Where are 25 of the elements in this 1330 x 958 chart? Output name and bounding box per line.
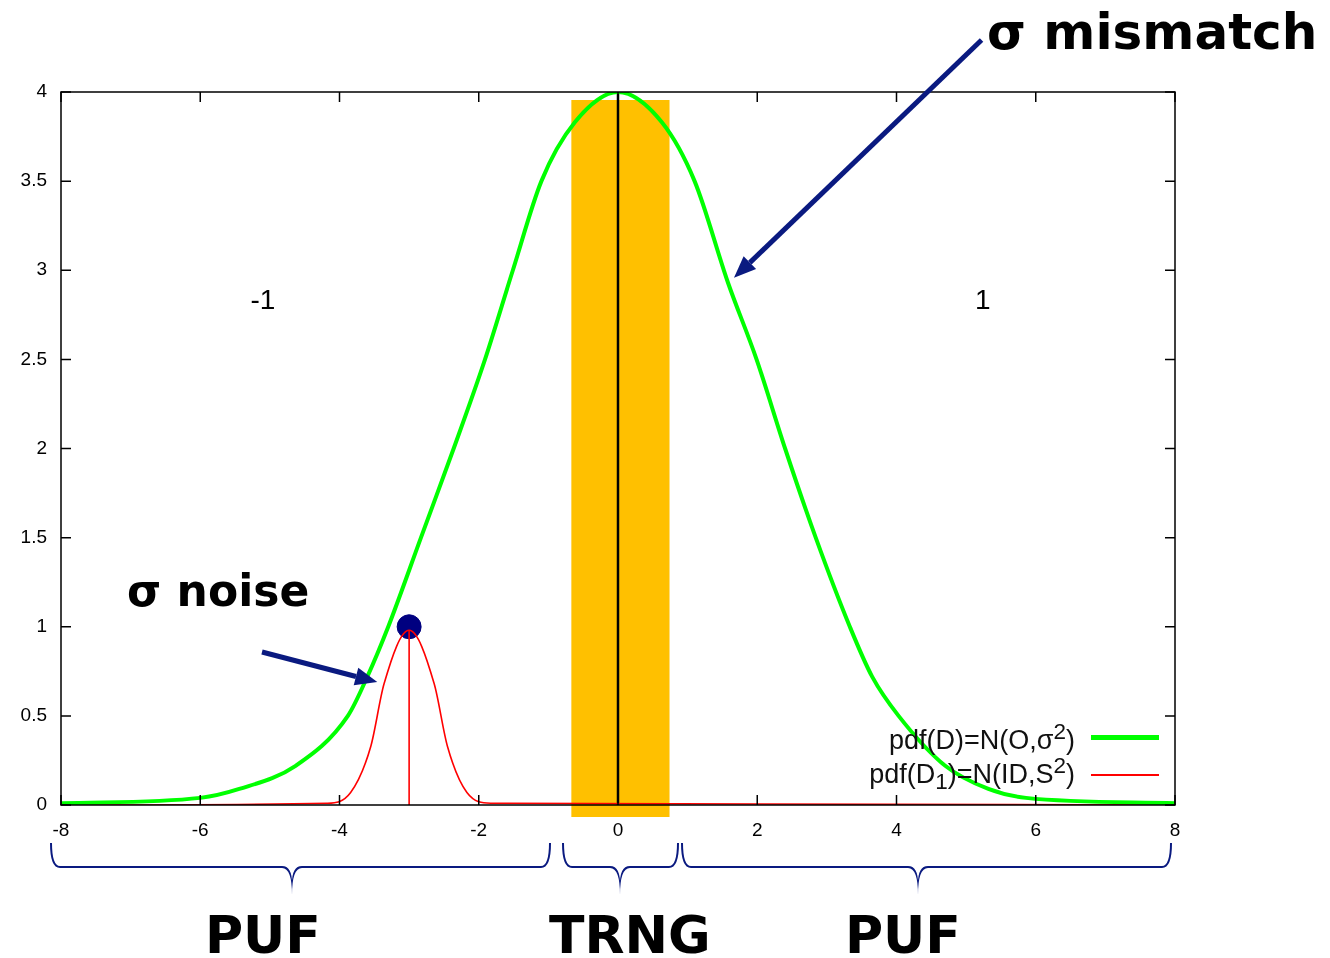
x-tick-label: 4 (891, 818, 903, 840)
y-tick-label: 1 (36, 614, 47, 636)
x-tick-label: -4 (331, 818, 349, 840)
text: σ mismatch (987, 3, 1318, 61)
y-tick-label: 4 (36, 80, 48, 102)
y-tick-label: 0.5 (20, 704, 47, 726)
x-tick-label: 2 (751, 818, 763, 840)
annotation: -1 (250, 284, 276, 316)
y-tick-label: 2.5 (20, 347, 47, 369)
text: PUF (205, 905, 321, 958)
text: PUF (845, 905, 961, 958)
text: TRNG (549, 905, 711, 958)
x-tick-label: 8 (1169, 818, 1181, 840)
annotation: 1 (975, 284, 991, 316)
x-tick-label: 6 (1030, 818, 1042, 840)
annotation: σ noise (127, 564, 310, 616)
x-tick-label: -8 (52, 818, 70, 840)
y-tick-label: 2 (36, 436, 47, 458)
y-tick-label: 3.5 (20, 169, 47, 191)
y-tick-label: 1.5 (20, 525, 47, 547)
x-tick-label: -2 (470, 818, 488, 840)
x-tick-label: -6 (191, 818, 209, 840)
y-tick-label: 3 (36, 258, 47, 280)
y-tick-label: 0 (36, 793, 47, 815)
x-tick-label: 0 (612, 818, 624, 840)
